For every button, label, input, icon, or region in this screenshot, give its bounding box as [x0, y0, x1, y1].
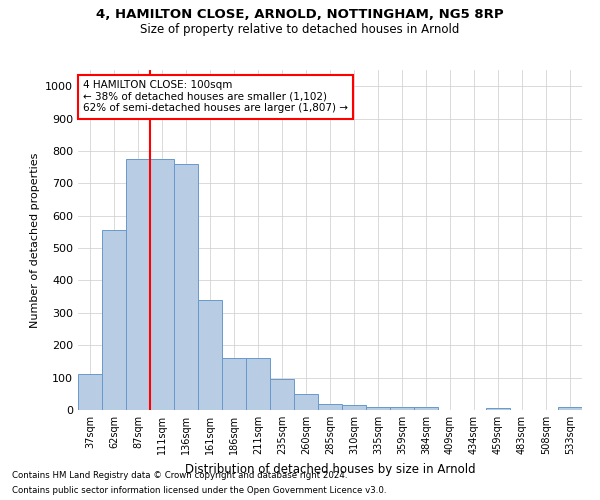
- X-axis label: Distribution of detached houses by size in Arnold: Distribution of detached houses by size …: [185, 462, 475, 475]
- Text: 4, HAMILTON CLOSE, ARNOLD, NOTTINGHAM, NG5 8RP: 4, HAMILTON CLOSE, ARNOLD, NOTTINGHAM, N…: [96, 8, 504, 20]
- Bar: [270, 379, 294, 410]
- Bar: [414, 407, 438, 410]
- Bar: [126, 159, 150, 410]
- Bar: [150, 159, 174, 410]
- Bar: [558, 407, 582, 410]
- Bar: [246, 358, 270, 410]
- Text: Contains public sector information licensed under the Open Government Licence v3: Contains public sector information licen…: [12, 486, 386, 495]
- Bar: [318, 404, 342, 410]
- Bar: [366, 407, 390, 410]
- Bar: [294, 394, 318, 410]
- Bar: [102, 230, 126, 410]
- Text: Contains HM Land Registry data © Crown copyright and database right 2024.: Contains HM Land Registry data © Crown c…: [12, 471, 347, 480]
- Bar: [198, 300, 222, 410]
- Text: 4 HAMILTON CLOSE: 100sqm
← 38% of detached houses are smaller (1,102)
62% of sem: 4 HAMILTON CLOSE: 100sqm ← 38% of detach…: [83, 80, 348, 114]
- Text: Size of property relative to detached houses in Arnold: Size of property relative to detached ho…: [140, 22, 460, 36]
- Bar: [174, 164, 198, 410]
- Bar: [390, 407, 414, 410]
- Bar: [486, 408, 510, 410]
- Bar: [78, 374, 102, 410]
- Bar: [222, 358, 246, 410]
- Bar: [342, 405, 366, 410]
- Y-axis label: Number of detached properties: Number of detached properties: [29, 152, 40, 328]
